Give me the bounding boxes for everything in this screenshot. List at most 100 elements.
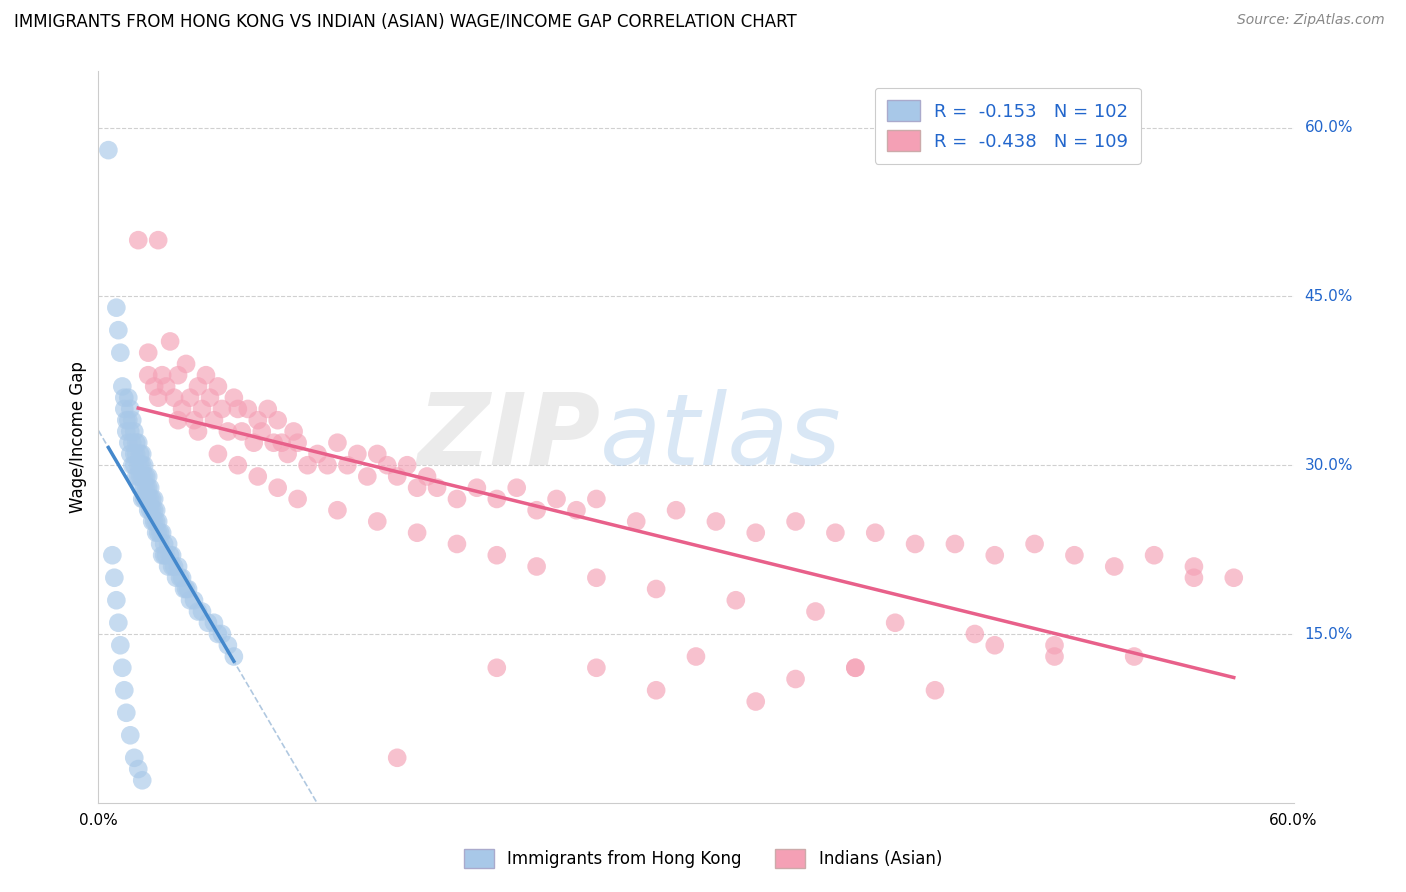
Point [159,548,181,562]
Text: 15.0%: 15.0% [1305,626,1353,641]
Point [141,503,163,517]
Point [136,469,159,483]
Point [117,391,139,405]
Point [131,447,153,461]
Point [112,391,135,405]
Point [243,435,266,450]
Point [150,525,173,540]
Point [141,491,163,506]
Point [187,605,209,619]
Point [356,469,378,483]
Point [131,469,153,483]
Point [1223,571,1246,585]
Point [157,537,180,551]
Point [297,458,319,473]
Point [645,683,668,698]
Point [267,481,290,495]
Point [406,481,429,495]
Point [177,582,200,596]
Text: 45.0%: 45.0% [1305,289,1353,304]
Text: atlas: atlas [600,389,842,485]
Point [745,694,768,708]
Point [155,379,177,393]
Text: 60.0%: 60.0% [1305,120,1353,135]
Point [134,491,156,506]
Point [134,469,156,483]
Point [139,503,162,517]
Point [173,582,195,596]
Point [984,638,1007,652]
Point [283,425,305,439]
Point [120,728,142,742]
Point [129,447,152,461]
Point [207,447,229,461]
Point [963,627,986,641]
Point [267,413,290,427]
Point [336,458,359,473]
Point [127,233,149,247]
Point [202,413,225,427]
Point [148,233,170,247]
Point [485,661,508,675]
Point [207,379,229,393]
Point [121,458,143,473]
Point [121,413,143,427]
Point [465,481,488,495]
Point [1123,649,1146,664]
Point [1024,537,1046,551]
Point [385,469,409,483]
Point [626,515,648,529]
Point [107,323,129,337]
Point [1043,649,1066,664]
Point [145,503,167,517]
Point [246,469,269,483]
Point [129,481,152,495]
Point [111,661,134,675]
Point [135,491,157,506]
Point [129,458,152,473]
Point [150,368,173,383]
Legend: R =  -0.153   N = 102, R =  -0.438   N = 109: R = -0.153 N = 102, R = -0.438 N = 109 [875,87,1142,164]
Point [120,401,142,416]
Point [110,345,132,359]
Point [115,413,138,427]
Point [124,458,146,473]
Text: 30.0%: 30.0% [1305,458,1353,473]
Point [139,481,162,495]
Point [406,525,429,540]
Point [148,391,170,405]
Point [125,447,148,461]
Point [148,525,170,540]
Point [277,447,299,461]
Point [246,413,269,427]
Point [375,458,398,473]
Point [131,491,153,506]
Point [346,447,368,461]
Point [115,706,138,720]
Point [287,435,309,450]
Point [645,582,668,596]
Point [125,469,148,483]
Point [506,481,529,495]
Point [546,491,568,506]
Point [153,537,176,551]
Point [160,548,183,562]
Point [163,391,186,405]
Point [485,491,508,506]
Text: IMMIGRANTS FROM HONG KONG VS INDIAN (ASIAN) WAGE/INCOME GAP CORRELATION CHART: IMMIGRANTS FROM HONG KONG VS INDIAN (ASI… [14,13,797,31]
Point [256,401,278,416]
Point [198,391,221,405]
Point [685,649,707,664]
Text: ZIP: ZIP [418,389,600,485]
Point [231,425,253,439]
Point [785,672,807,686]
Point [366,447,388,461]
Point [145,525,167,540]
Point [585,491,607,506]
Point [101,548,124,562]
Point [179,391,201,405]
Point [139,491,162,506]
Point [485,548,508,562]
Point [117,435,139,450]
Point [135,481,157,495]
